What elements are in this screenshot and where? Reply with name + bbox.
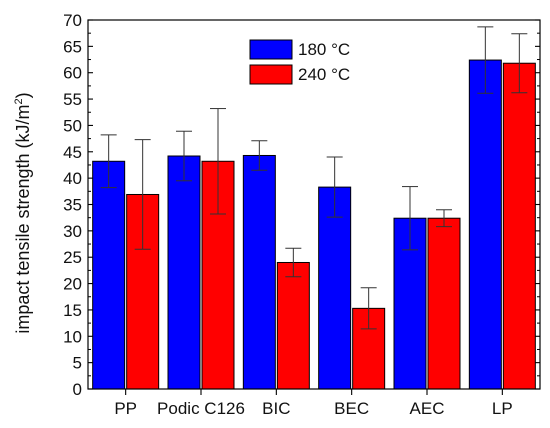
error-bars-layer	[100, 26, 528, 330]
y-tick-label: 20	[63, 275, 82, 294]
y-tick-label: 0	[73, 380, 82, 399]
y-tick-label: 10	[63, 327, 82, 346]
y-tick-label: 15	[63, 301, 82, 320]
y-tick-label: 40	[63, 169, 82, 188]
y-tick-label: 50	[63, 116, 82, 135]
legend-swatch-240	[249, 64, 293, 85]
y-tick-label: 65	[63, 37, 82, 56]
bar-240-bec	[352, 307, 386, 390]
y-axis-title: impact tensile strength (kJ/m2)	[13, 92, 33, 333]
x-tick-label: BEC	[334, 399, 369, 418]
y-axis-title-close: )	[13, 92, 33, 98]
x-tick-label: LP	[492, 399, 513, 418]
y-tick-label: 45	[63, 143, 82, 162]
bar-240-aec	[427, 217, 461, 390]
bars-layer	[92, 59, 536, 390]
x-tick-label: PP	[114, 399, 137, 418]
y-axis-title-superscript: 2	[13, 98, 25, 104]
bar-180-bic	[242, 154, 276, 390]
y-tick-label: 30	[63, 222, 82, 241]
x-tick-label: Podic C126	[157, 399, 245, 418]
y-tick-label: 35	[63, 196, 82, 215]
y-tick-label: 55	[63, 90, 82, 109]
y-tick-label: 5	[73, 354, 82, 373]
y-axis: 0 5 10 15 20 25 30 35 40 45 50 55 60 65 70	[63, 11, 540, 399]
bar-180-podic-c126	[167, 155, 201, 390]
bar-180-lp	[468, 59, 502, 390]
x-axis: PP Podic C126 BIC BEC AEC LP	[114, 389, 513, 418]
y-tick-label: 25	[63, 248, 82, 267]
legend-label-240: 240 °C	[298, 65, 350, 84]
legend-label-180: 180 °C	[298, 40, 350, 59]
bar-240-lp	[502, 62, 536, 390]
x-tick-label: AEC	[410, 399, 445, 418]
y-axis-title-text: impact tensile strength (kJ/m	[13, 105, 33, 334]
bar-180-pp	[92, 160, 126, 390]
x-tick-label: BIC	[262, 399, 290, 418]
bar-240-bic	[276, 261, 310, 390]
legend: 180 °C 240 °C	[249, 39, 350, 85]
legend-swatch-180	[249, 39, 293, 60]
y-tick-label: 60	[63, 64, 82, 83]
y-tick-label: 70	[63, 11, 82, 30]
